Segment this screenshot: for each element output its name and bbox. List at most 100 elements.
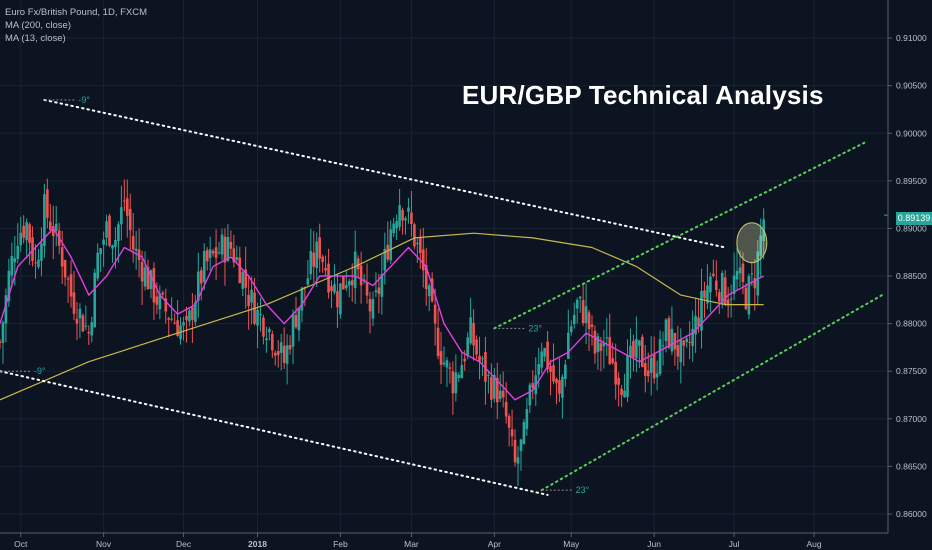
candle-body [691,328,694,346]
candle-body [247,294,250,307]
candle-body [694,315,697,335]
candle-body [306,278,310,285]
candle-body [484,352,487,382]
candle-body [706,285,709,304]
candle-body [703,290,706,299]
candle-body [442,362,446,365]
candle-body [1,322,5,343]
candle-body [7,270,11,302]
candle-body [717,292,721,302]
candle-body [688,341,691,343]
candle-body [149,270,153,289]
candle-body [614,361,617,385]
candle-body [383,248,387,271]
candle-body [111,245,114,249]
candle-body [676,345,680,357]
candle-body [117,224,120,242]
candle-body [419,237,422,254]
candle-body [549,366,552,373]
candle-body [282,345,286,363]
candle-body [454,372,458,394]
candle-body [493,374,496,399]
candle-body [78,308,82,319]
candle-body [347,281,351,286]
last-price-label: 0.89139 [896,212,932,225]
candle-body [19,232,23,246]
candle-body [93,272,97,328]
grid [0,0,888,533]
time-tick-label: Oct [14,539,28,549]
candle-body [386,244,390,260]
candle-body [102,239,105,245]
candle-body [265,338,268,341]
angle-label: 23° [576,485,590,495]
annotations[interactable]: -9° -9° 23° 23° [0,95,888,496]
candle-body [664,319,668,342]
candle-body [268,329,271,333]
candle-body [720,272,724,305]
candle-body [273,352,277,356]
candle-body [37,259,40,268]
legend-symbol[interactable]: Euro Fx/British Pound, 1D, FXCM [5,7,148,18]
candle-body [211,250,215,254]
candle-body [531,383,535,388]
angle-label: -9° [78,95,90,105]
candle-body [152,267,156,303]
candle-body [475,339,478,355]
candle-body [723,277,727,305]
candle-body [229,241,233,249]
candle-body [158,293,162,310]
ma200-line [0,232,764,401]
price-tick-label: 0.86000 [896,509,927,519]
legend-ma200[interactable]: MA (200, close) [5,20,71,31]
candle-body [185,315,188,321]
chart-legend: Euro Fx/British Pound, 1D, FXCM MA (200,… [5,6,147,45]
price-tick-label: 0.90500 [896,81,927,91]
candle-body [155,296,159,305]
time-tick-label: Dec [176,539,192,549]
candle-body [667,318,671,348]
candle-body [744,287,748,310]
candle-body [271,334,274,351]
candle-body [469,317,472,344]
candle-body [537,363,541,375]
candle-body [244,269,247,288]
candle-body [51,226,55,237]
price-tick-label: 0.88000 [896,319,927,329]
time-tick-label: May [563,539,580,549]
price-tick-label: 0.87000 [896,414,927,424]
candle-body [540,351,543,368]
legend-ma13[interactable]: MA (13, close) [5,33,66,44]
price-axis[interactable]: 0.91000 0.90500 0.90000 0.89500 0.89000 0.885… [887,0,932,550]
price-tick-label: 0.86500 [896,461,927,471]
candle-body [421,249,425,271]
candle-body [60,247,64,267]
ma13-path [0,227,765,401]
candle-body [617,377,620,385]
angle-label: -9° [34,366,46,376]
candle-body [504,401,508,417]
candle-body [478,355,481,362]
time-axis[interactable]: Oct Nov Dec 2018 Feb Mar Apr May Jun Jul Aug [0,532,932,550]
candle-body [90,322,94,336]
candle-body [626,355,629,398]
candle-body [416,242,419,245]
candle-body [709,276,712,293]
candle-body [223,236,227,263]
candle-body [753,277,757,289]
price-tick-label: 0.89500 [896,176,927,186]
candle-body [732,275,736,294]
candle-body [398,205,401,227]
candle-body [513,439,517,463]
candle-body [460,365,464,379]
time-tick-label: Apr [488,539,501,549]
candle-body [602,343,606,347]
candle-body [31,237,34,261]
candle-body [623,390,626,398]
time-axis-background [0,533,932,550]
candle-body [356,258,360,270]
candle-body [605,337,609,339]
time-tick-label: Feb [333,539,348,549]
candle-body [587,312,591,330]
